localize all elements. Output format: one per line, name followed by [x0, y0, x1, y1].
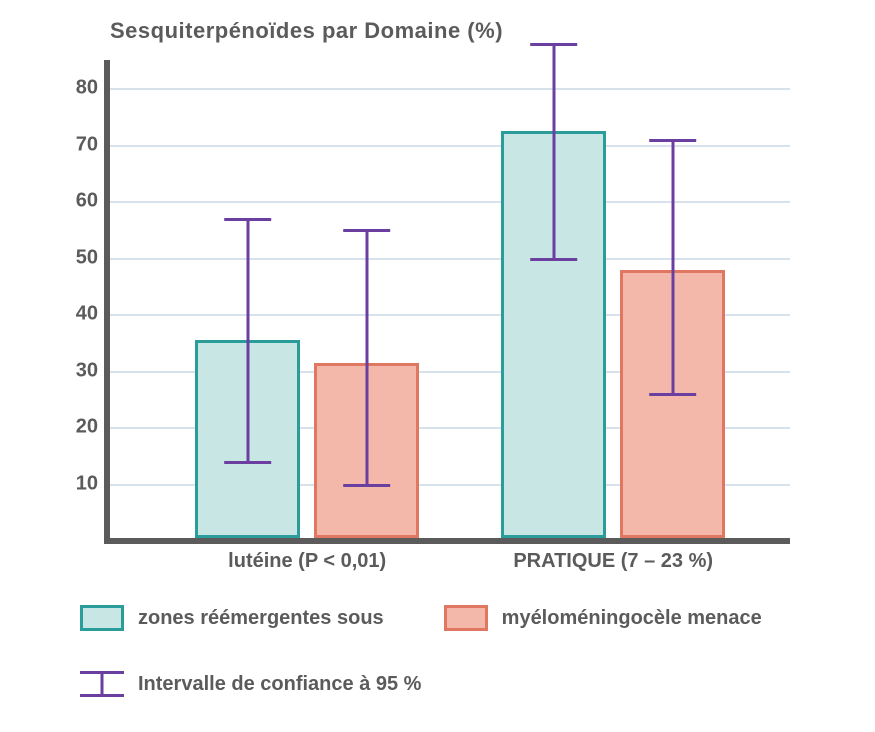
x-axis	[104, 538, 790, 544]
error-bar-cap	[649, 393, 697, 396]
legend-item-series-1: myéloméningocèle menace	[444, 605, 762, 631]
error-bar-cap	[530, 258, 578, 261]
gridline	[110, 258, 790, 260]
y-tick-label: 40	[76, 303, 98, 326]
error-bar-cap	[224, 218, 272, 221]
error-bar-cap	[224, 461, 272, 464]
y-axis	[104, 60, 110, 544]
y-tick-label: 50	[76, 246, 98, 269]
error-bar	[552, 43, 555, 258]
y-tick-label: 70	[76, 133, 98, 156]
y-tick-label: 60	[76, 190, 98, 213]
legend-label: Intervalle de confiance à 95 %	[138, 673, 421, 696]
error-bar-cap	[343, 484, 391, 487]
error-bar-cap	[649, 139, 697, 142]
y-tick-label: 10	[76, 472, 98, 495]
x-category-label: PRATIQUE (7 – 23 %)	[513, 550, 713, 573]
error-bar-cap	[530, 43, 578, 46]
legend: zones réémergentes sous myéloméningocèle…	[80, 605, 800, 697]
legend-item-series-0: zones réémergentes sous	[80, 605, 384, 631]
gridline	[110, 201, 790, 203]
legend-item-errorbar: Intervalle de confiance à 95 %	[80, 671, 421, 697]
error-bar	[246, 218, 249, 461]
chart-container: Sesquiterpénoïdes par Domaine (%) 102030…	[0, 0, 875, 732]
x-category-label: lutéine (P < 0,01)	[228, 550, 386, 573]
error-bar-cap	[343, 229, 391, 232]
legend-swatch-icon	[444, 605, 488, 631]
y-tick-label: 80	[76, 77, 98, 100]
legend-label: zones réémergentes sous	[138, 607, 384, 630]
plot-area: 1020304050607080lutéine (P < 0,01)PRATIQ…	[110, 60, 790, 540]
error-bar	[365, 229, 368, 483]
gridline	[110, 88, 790, 90]
legend-label: myéloméningocèle menace	[502, 607, 762, 630]
gridline	[110, 145, 790, 147]
legend-swatch-icon	[80, 605, 124, 631]
error-bar-icon	[80, 671, 124, 697]
error-bar	[671, 139, 674, 393]
y-tick-label: 30	[76, 359, 98, 382]
y-tick-label: 20	[76, 416, 98, 439]
chart-title: Sesquiterpénoïdes par Domaine (%)	[110, 18, 503, 44]
